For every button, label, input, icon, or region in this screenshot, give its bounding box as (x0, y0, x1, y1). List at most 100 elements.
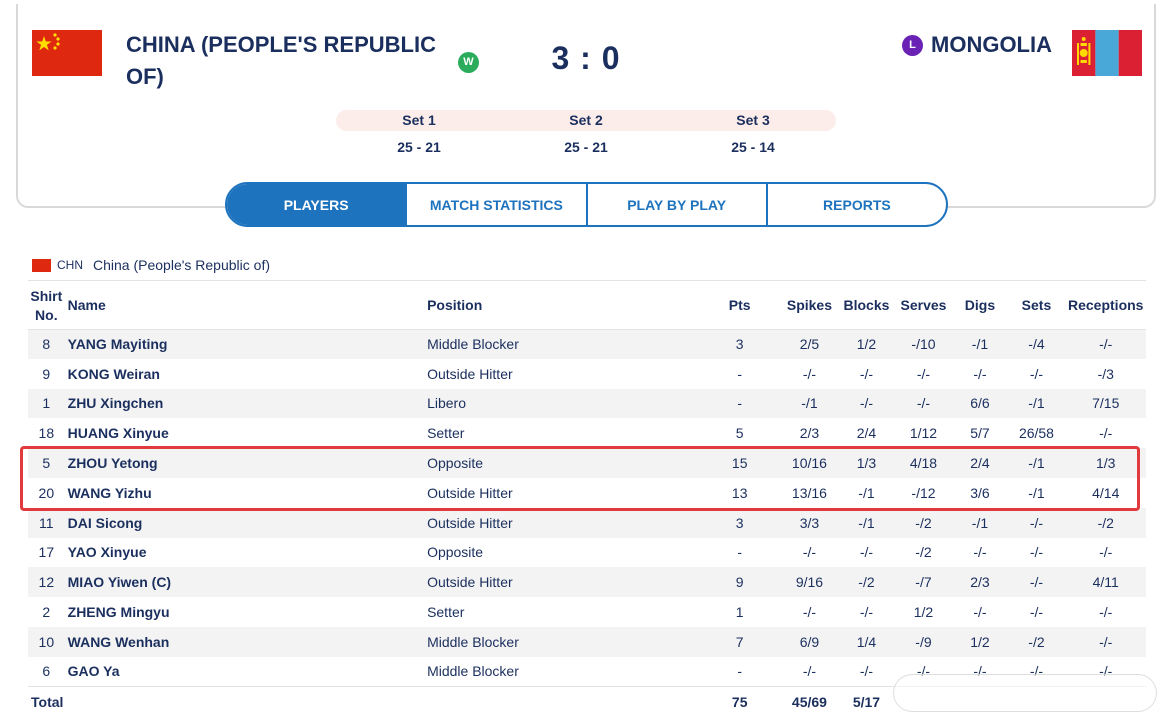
set-1-label: Set 1 (402, 112, 436, 128)
spikes-cell: -/1 (780, 388, 839, 419)
blocks-cell: 1/2 (838, 329, 895, 359)
blocks-cell: -/1 (838, 507, 895, 538)
tab-reports[interactable]: REPORTS (765, 184, 946, 225)
player-name-link[interactable]: YANG Mayiting (64, 329, 425, 359)
blocks-cell: -/- (859, 663, 874, 680)
blocks-cell: 1/4 (838, 626, 895, 657)
receptions-cell: -/2 (1065, 507, 1146, 538)
shirt-no-cell: 18 (38, 425, 55, 442)
table-row: 12 MIAO Yiwen (C) Outside Hitter 9 9/16 -/2 -/… (28, 567, 1146, 598)
position-cell: Middle Blocker (424, 626, 699, 657)
china-mini-flag-icon (32, 258, 51, 272)
digs-cell: -/- (973, 544, 987, 561)
pts-cell: - (737, 663, 743, 680)
blocks-cell: 1/3 (838, 448, 895, 478)
col-serves[interactable]: Serves (894, 283, 953, 330)
col-spikes[interactable]: Spikes (780, 283, 839, 330)
blocks-cell: -/- (859, 365, 874, 382)
total-pts: 75 (698, 686, 781, 717)
receptions-cell: -/- (1099, 604, 1113, 621)
digs-cell: 2/4 (952, 448, 1008, 478)
player-name-link[interactable]: ZHU Xingchen (64, 388, 425, 419)
receptions-cell: -/- (1065, 329, 1146, 359)
pts-cell: 3 (698, 507, 781, 538)
digs-cell: 5/7 (970, 425, 990, 442)
win-badge: W (458, 52, 479, 73)
match-header-card (16, 4, 1156, 208)
sets-header-bar (336, 110, 836, 131)
total-blocks: 5/17 (838, 686, 895, 717)
player-name-link[interactable]: KONG Weiran (67, 365, 160, 382)
home-team-name[interactable]: CHINA (PEOPLE'S REPUBLIC OF) (126, 32, 436, 89)
sets-cell: -/2 (1007, 626, 1066, 657)
player-name-link[interactable]: WANG Yizhu (67, 484, 152, 501)
serves-cell: -/2 (894, 507, 953, 538)
digs-cell: 1/2 (952, 626, 1008, 657)
player-stats-table: Shirt No. Name Position Pts Spikes Block… (28, 283, 1146, 717)
col-pts[interactable]: Pts (698, 283, 781, 330)
serves-cell: -/10 (894, 329, 953, 359)
pts-cell: 9 (698, 567, 781, 598)
player-name-link[interactable]: ZHOU Yetong (64, 448, 425, 478)
col-name[interactable]: Name (64, 283, 425, 330)
player-name-link[interactable]: GAO Ya (67, 663, 120, 680)
team-code: CHN (57, 258, 83, 272)
sets-cell: -/1 (1028, 484, 1045, 501)
position-cell: Middle Blocker (427, 663, 519, 680)
sets-cell: -/1 (1007, 448, 1066, 478)
col-sets[interactable]: Sets (1007, 283, 1066, 330)
sets-cell: -/1 (1007, 388, 1066, 419)
digs-cell: 6/6 (952, 388, 1008, 419)
position-cell: Opposite (427, 544, 484, 561)
shirt-no-cell: 17 (38, 544, 55, 561)
player-name-link[interactable]: YAO Xinyue (67, 544, 147, 561)
blocks-cell: -/- (838, 388, 895, 419)
col-blocks[interactable]: Blocks (838, 283, 895, 330)
shirt-no-cell: 8 (28, 329, 65, 359)
receptions-cell: 1/3 (1065, 448, 1146, 478)
table-header-row: Shirt No. Name Position Pts Spikes Block… (28, 283, 1146, 330)
tab-play-by-play[interactable]: PLAY BY PLAY (585, 184, 766, 225)
position-cell: Outside Hitter (424, 507, 699, 538)
blocks-cell: -/1 (858, 484, 875, 501)
position-cell: Setter (427, 604, 465, 621)
player-name-link[interactable]: ZHENG Mingyu (67, 604, 170, 621)
shirt-no-cell: 20 (38, 484, 55, 501)
col-position[interactable]: Position (424, 283, 699, 330)
player-name-link[interactable]: WANG Wenhan (64, 626, 425, 657)
away-team-name[interactable]: MONGOLIA (931, 32, 1052, 57)
player-name-link[interactable]: MIAO Yiwen (C) (64, 567, 425, 598)
receptions-cell: 7/15 (1065, 388, 1146, 419)
spikes-cell: -/- (802, 544, 817, 561)
spikes-cell: -/- (802, 663, 817, 680)
spikes-cell: 9/16 (780, 567, 839, 598)
digs-cell: -/1 (952, 329, 1008, 359)
col-digs[interactable]: Digs (952, 283, 1008, 330)
position-cell: Setter (427, 425, 465, 442)
shirt-no-cell: 12 (28, 567, 65, 598)
shirt-no-cell: 2 (42, 604, 51, 621)
sets-cell: -/4 (1007, 329, 1066, 359)
set-3-score: 25 - 14 (731, 139, 775, 155)
tab-players[interactable]: PLAYERS (227, 184, 406, 225)
player-name-link[interactable]: DAI Sicong (64, 507, 425, 538)
divider (28, 280, 1146, 281)
col-receptions[interactable]: Receptions (1065, 283, 1146, 330)
sets-cell: -/- (1007, 507, 1066, 538)
pts-cell: 13 (731, 484, 748, 501)
blocks-cell: -/- (859, 544, 874, 561)
team-section-heading: CHN China (People's Republic of) (32, 256, 270, 274)
shirt-no-cell: 6 (42, 663, 51, 680)
tab-match-statistics[interactable]: MATCH STATISTICS (405, 184, 585, 225)
spikes-cell: 3/3 (780, 507, 839, 538)
pts-cell: - (698, 388, 781, 419)
shirt-no-cell: 10 (28, 626, 65, 657)
serves-cell: 4/18 (894, 448, 953, 478)
position-cell: Outside Hitter (424, 567, 699, 598)
set-2-score: 25 - 21 (564, 139, 608, 155)
col-shirt-no[interactable]: Shirt No. (28, 283, 65, 330)
loss-badge: L (902, 35, 923, 56)
serves-cell: -/7 (894, 567, 953, 598)
player-name-link[interactable]: HUANG Xinyue (67, 425, 169, 442)
set-1-score: 25 - 21 (397, 139, 441, 155)
